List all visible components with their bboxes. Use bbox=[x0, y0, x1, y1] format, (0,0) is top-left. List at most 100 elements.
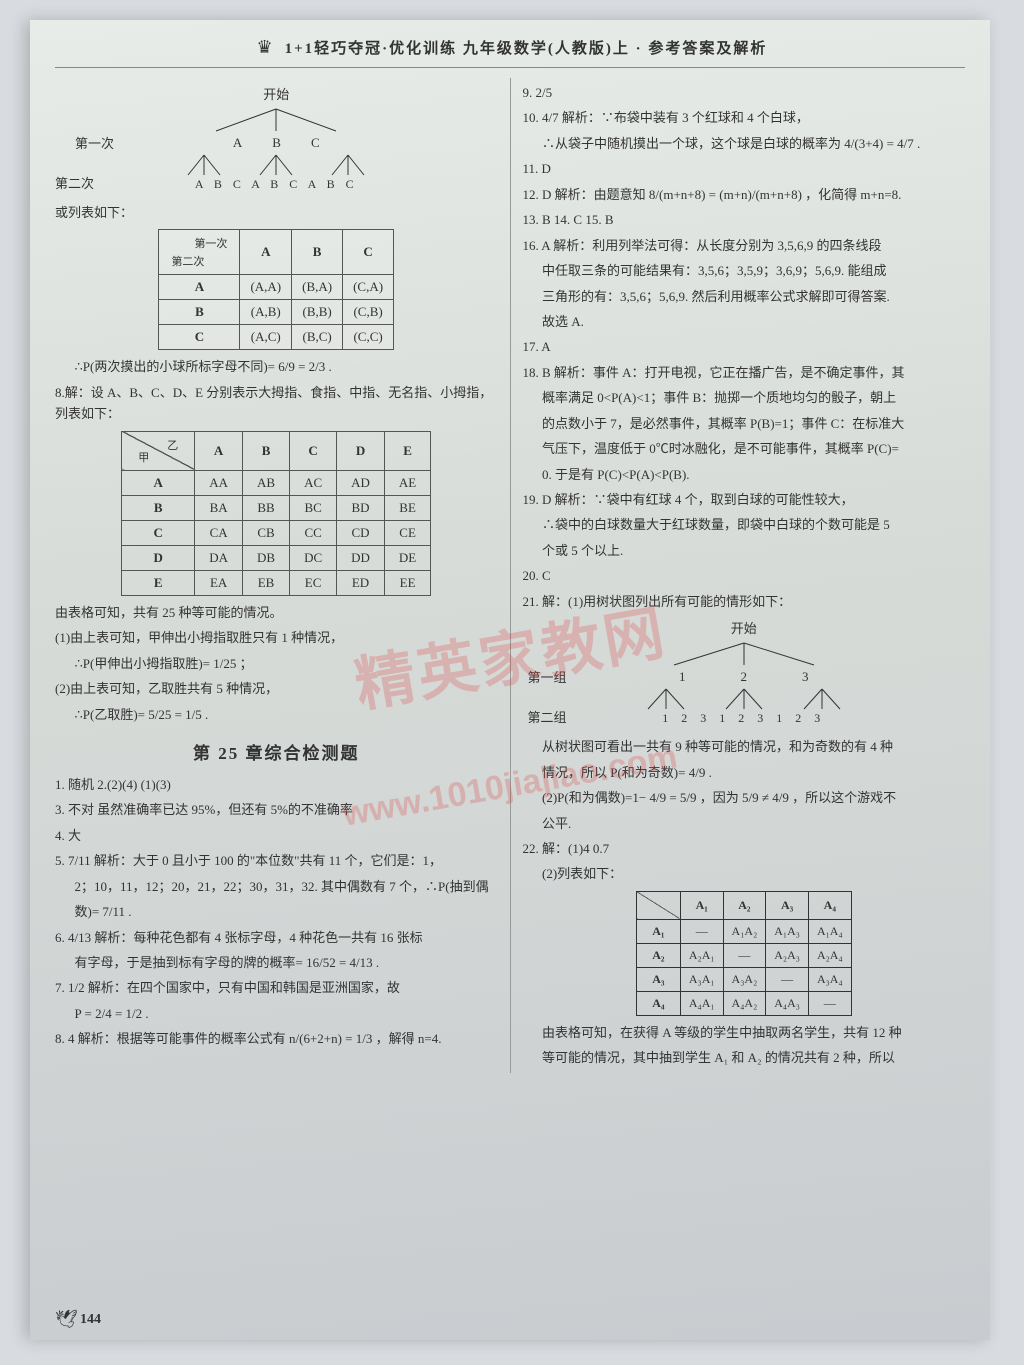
q3: 3. 不对 虽然准确率已达 95%，但还有 5%的不准确率 bbox=[55, 799, 498, 820]
q18e: 0. 于是有 P(C)<P(A)<P(B). bbox=[523, 464, 966, 485]
q18d: 气压下，温度低于 0℃时冰融化，是不可能事件，其概率 P(C)= bbox=[523, 438, 966, 459]
t3-c: A₃A₄ bbox=[808, 967, 851, 991]
page: ♛ 1+1轻巧夺冠·优化训练 九年级数学(人教版)上 · 参考答案及解析 精英家… bbox=[30, 20, 990, 1340]
q10b: ∴从袋子中随机摸出一个球，这个球是白球的概率为 4/(3+4) = 4/7 . bbox=[523, 133, 966, 154]
t1-c: (A,A) bbox=[240, 275, 292, 300]
t1-c: (C,A) bbox=[343, 275, 394, 300]
q22a: 22. 解：(1)4 0.7 bbox=[523, 838, 966, 859]
q21e: 公平. bbox=[523, 813, 966, 834]
t2-h: E bbox=[384, 431, 430, 470]
t3-r: A₄ bbox=[636, 991, 680, 1015]
t3-c: A₁A₃ bbox=[766, 919, 809, 943]
tree1-branches-1 bbox=[166, 107, 386, 133]
t3-c: — bbox=[680, 919, 723, 943]
t2-h: A bbox=[195, 431, 243, 470]
t2-c: ED bbox=[337, 570, 385, 595]
header-title: 1+1轻巧夺冠·优化训练 九年级数学(人教版)上 · 参考答案及解析 bbox=[285, 37, 768, 58]
q21a: 21. 解：(1)用树状图列出所有可能的情形如下： bbox=[523, 591, 966, 612]
p7: ∴P(乙取胜)= 5/25 = 1/5 . bbox=[55, 704, 498, 725]
t3-c: — bbox=[766, 967, 809, 991]
t3-c: A₄A₂ bbox=[723, 991, 766, 1015]
t2-c: AD bbox=[337, 470, 385, 495]
t1-c: (A,C) bbox=[240, 325, 292, 350]
t3-r: A₁ bbox=[636, 919, 680, 943]
page-header: ♛ 1+1轻巧夺冠·优化训练 九年级数学(人教版)上 · 参考答案及解析 bbox=[55, 35, 965, 68]
tree2-n: 1 bbox=[679, 669, 686, 685]
q4: 4. 大 bbox=[55, 825, 498, 846]
t2-c: BE bbox=[384, 495, 430, 520]
tree2-root: 开始 bbox=[523, 618, 966, 637]
t2-c: AE bbox=[384, 470, 430, 495]
t1-diag-top: 第一次 bbox=[194, 235, 227, 251]
q5b: 2；10，11，12；20，21，22；30，31，32. 其中偶数有 7 个，… bbox=[55, 876, 498, 897]
t2-c: CB bbox=[243, 520, 290, 545]
t2-c: DE bbox=[384, 545, 430, 570]
tree2-n: 3 bbox=[802, 669, 809, 685]
t1-h: C bbox=[343, 230, 394, 275]
t1-c: (A,B) bbox=[240, 300, 292, 325]
t3-h: A₁ bbox=[680, 891, 723, 919]
t2-r: D bbox=[122, 545, 195, 570]
column-divider bbox=[510, 78, 511, 1073]
t1-c: (B,B) bbox=[292, 300, 343, 325]
columns: 开始 第一次 A B C bbox=[55, 78, 965, 1073]
q22c: 由表格可知，在获得 A 等级的学生中抽取两名学生，共有 12 种 bbox=[523, 1022, 966, 1043]
t2-r: B bbox=[122, 495, 195, 520]
q21b: 从树状图可看出一共有 9 种等可能的情况，和为奇数的有 4 种 bbox=[523, 736, 966, 757]
t2-c: EB bbox=[243, 570, 290, 595]
t2-r: C bbox=[122, 520, 195, 545]
t1-c: (C,B) bbox=[343, 300, 394, 325]
t2-diag-top: 乙 bbox=[167, 437, 178, 453]
tree1-lvl2-label: 第二次 bbox=[55, 173, 94, 192]
q5c: 数)= 7/11 . bbox=[55, 901, 498, 922]
q20: 20. C bbox=[523, 565, 966, 586]
t2-c: DC bbox=[290, 545, 337, 570]
right-column: 9. 2/5 10. 4/7 解析：∵布袋中装有 3 个红球和 4 个白球， ∴… bbox=[523, 78, 966, 1073]
t3-c: A₁A₄ bbox=[808, 919, 851, 943]
q12: 12. D 解析：由题意知 8/(m+n+8) = (m+n)/(m+n+8) … bbox=[523, 184, 966, 205]
p5: ∴P(甲伸出小拇指取胜)= 1/25 ； bbox=[55, 653, 498, 674]
table-2: 乙 甲 A B C D E AAAABACADAE BBABBBCBDBE CC… bbox=[121, 431, 431, 596]
t2-c: DD bbox=[337, 545, 385, 570]
t2-r: A bbox=[122, 470, 195, 495]
crown-icon: ♛ bbox=[253, 35, 277, 59]
q18b: 概率满足 0<P(A)<1；事件 B：抛掷一个质地均匀的骰子，朝上 bbox=[523, 387, 966, 408]
q16c: 三角形的有：3,5,6；5,6,9. 然后利用概率公式求解即可得答案. bbox=[523, 286, 966, 307]
tree2-n: 2 bbox=[741, 669, 748, 685]
q22d: 等可能的情况，其中抽到学生 A₁ 和 A₂ 的情况共有 2 种，所以 bbox=[523, 1047, 966, 1068]
t3-c: — bbox=[808, 991, 851, 1015]
t2-c: EE bbox=[384, 570, 430, 595]
t3-c: A₂A₃ bbox=[766, 943, 809, 967]
t2-c: CD bbox=[337, 520, 385, 545]
t3-c: A₃A₂ bbox=[723, 967, 766, 991]
q21d: (2)P(和为偶数)=1− 4/9 = 5/9 ，因为 5/9 ≠ 4/9 ，所… bbox=[523, 787, 966, 808]
t3-h: A₂ bbox=[723, 891, 766, 919]
t3-c: A₁A₂ bbox=[723, 919, 766, 943]
t2-c: CA bbox=[195, 520, 243, 545]
t1-c: (B,A) bbox=[292, 275, 343, 300]
t3-c: — bbox=[723, 943, 766, 967]
tree1-n: A bbox=[233, 135, 242, 151]
section-title: 第 25 章综合检测题 bbox=[55, 739, 498, 764]
t2-c: BC bbox=[290, 495, 337, 520]
q18c: 的点数小于 7，是必然事件，其概率 P(B)=1；事件 C：在标准大 bbox=[523, 413, 966, 434]
t2-c: DB bbox=[243, 545, 290, 570]
t2-c: BD bbox=[337, 495, 385, 520]
t3-c: A₄A₃ bbox=[766, 991, 809, 1015]
tree1-lvl2: A B C A B C A B C bbox=[55, 177, 498, 192]
t2-c: BB bbox=[243, 495, 290, 520]
tree2-branches-1 bbox=[614, 641, 874, 667]
q22b: (2)列表如下： bbox=[523, 863, 966, 884]
t3-r: A₃ bbox=[636, 967, 680, 991]
t2-diag-left: 甲 bbox=[138, 449, 149, 465]
page-number: 144 bbox=[80, 1312, 101, 1328]
t1-c: (C,C) bbox=[343, 325, 394, 350]
t2-h: B bbox=[243, 431, 290, 470]
q10a: 10. 4/7 解析：∵布袋中装有 3 个红球和 4 个白球， bbox=[523, 107, 966, 128]
tree1-lvl1: A B C bbox=[55, 135, 498, 151]
t3-c: A₃A₁ bbox=[680, 967, 723, 991]
table-3: A₁ A₂ A₃ A₄ A₁—A₁A₂A₁A₃A₁A₄ A₂A₂A₁—A₂A₃A… bbox=[636, 891, 852, 1016]
q11: 11. D bbox=[523, 158, 966, 179]
t1-diag: 第一次 第二次 bbox=[159, 230, 240, 275]
t3-c: A₂A₄ bbox=[808, 943, 851, 967]
